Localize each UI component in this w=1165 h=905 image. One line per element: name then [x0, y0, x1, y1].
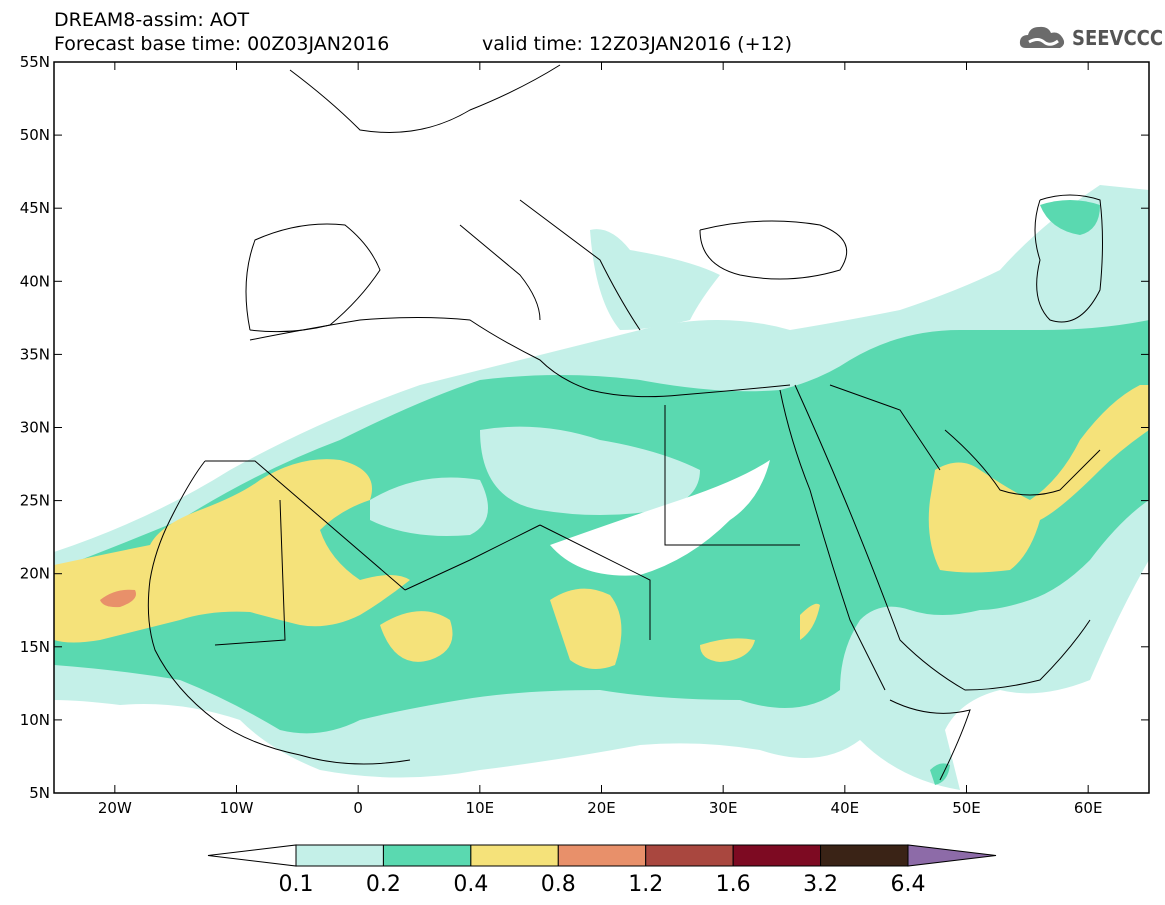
coast-gulf	[944, 429, 1101, 496]
coast-italy	[459, 224, 541, 321]
y-tick-label: 25N	[20, 492, 50, 510]
y-tick-label: 10N	[20, 711, 50, 729]
aot-clear-egypt	[550, 460, 770, 576]
border-sahel	[404, 524, 541, 591]
colorbar-label: 0.2	[366, 872, 401, 897]
aot-band-0.4-sudan	[550, 588, 622, 669]
colorbar-segment	[382, 844, 472, 867]
colorbar-max-arrow	[907, 844, 997, 867]
x-tick-label: 20E	[587, 799, 616, 817]
coast-caspian	[1034, 194, 1103, 323]
coast-nafrica-north	[249, 317, 791, 398]
x-tick-label: 20W	[98, 799, 132, 817]
coast-redsea-east	[794, 384, 1091, 691]
aot-band-0.1-balkans	[590, 229, 720, 330]
y-tick-label: 15N	[20, 638, 50, 656]
coastlines	[147, 64, 1103, 781]
border-libya-chad	[539, 524, 651, 640]
x-tick-label: 40E	[831, 799, 860, 817]
aot-band-0.4-arabia	[928, 385, 1149, 573]
y-tick-label: 50N	[20, 126, 50, 144]
colorbar-label: 0.8	[541, 872, 576, 897]
coast-balkans	[519, 199, 641, 331]
aot-low-libya	[480, 426, 700, 515]
coast-europe-north	[289, 64, 561, 133]
logo-text: SEEVCCC	[1072, 26, 1164, 50]
aot-contours	[54, 185, 1149, 790]
coast-nw-africa	[147, 460, 411, 765]
colorbar-label: 0.4	[453, 872, 488, 897]
coast-blacksea	[699, 220, 848, 280]
axis-ticks: 20W 10W 0 10E 20E 30E 40E 50E 60E 55N 50N 45N 40N 35N…	[20, 53, 1149, 817]
colorbar-segment	[295, 844, 384, 867]
seevccc-logo: SEEVCCC	[1018, 22, 1163, 54]
aot-band-0.8	[100, 589, 136, 608]
colorbar-label: 1.6	[716, 872, 751, 897]
aot-band-0.2-caspian	[1040, 200, 1100, 235]
colorbar-segment	[470, 844, 559, 867]
x-tick-label: 50E	[952, 799, 981, 817]
colorbar-segment	[557, 844, 647, 867]
aot-band-0.2	[54, 320, 1149, 734]
map-title: DREAM8-assim: AOT	[54, 9, 250, 31]
aot-band-0.4-westafrica	[54, 459, 410, 643]
y-tick-label: 35N	[20, 345, 50, 363]
colorbar-label: 1.2	[628, 872, 663, 897]
y-tick-label: 20N	[20, 565, 50, 583]
colorbar-segment	[645, 844, 734, 867]
colorbar-label: 0.1	[279, 872, 314, 897]
aot-band-0.4-chad	[380, 611, 453, 662]
colorbar: 0.1 0.2 0.4 0.8 1.2 1.6 3.2 6.4	[207, 844, 997, 897]
cloud-icon	[1019, 26, 1065, 48]
aot-band-0.4-redsea	[800, 603, 820, 640]
x-tick-label: 10E	[466, 799, 495, 817]
x-tick-label: 0	[353, 799, 363, 817]
colorbar-label: 3.2	[803, 872, 838, 897]
colorbar-segment	[820, 844, 909, 867]
y-tick-label: 5N	[29, 784, 50, 802]
coast-redsea-west	[779, 389, 886, 691]
colorbar-segment	[732, 844, 822, 867]
colorbar-label: 6.4	[891, 872, 926, 897]
x-tick-label: 10W	[220, 799, 254, 817]
border-sahara-1	[205, 460, 406, 591]
forecast-base-time: Forecast base time: 00Z03JAN2016	[54, 33, 390, 55]
x-tick-label: 30E	[709, 799, 738, 817]
coast-iberia	[245, 223, 381, 333]
border-arabia	[829, 384, 941, 471]
valid-time: valid time: 12Z03JAN2016 (+12)	[482, 33, 793, 55]
coast-horn	[889, 699, 971, 781]
y-tick-label: 40N	[20, 272, 50, 290]
border-libya-egypt	[664, 405, 800, 546]
x-tick-label: 60E	[1074, 799, 1103, 817]
y-tick-label: 45N	[20, 199, 50, 217]
y-tick-label: 30N	[20, 419, 50, 437]
border-sahara-2	[214, 499, 286, 646]
y-tick-label: 55N	[20, 53, 50, 71]
aot-band-0.4-ethiopia	[700, 638, 755, 662]
aot-low-algeria	[370, 477, 488, 536]
colorbar-min-arrow	[207, 844, 297, 867]
